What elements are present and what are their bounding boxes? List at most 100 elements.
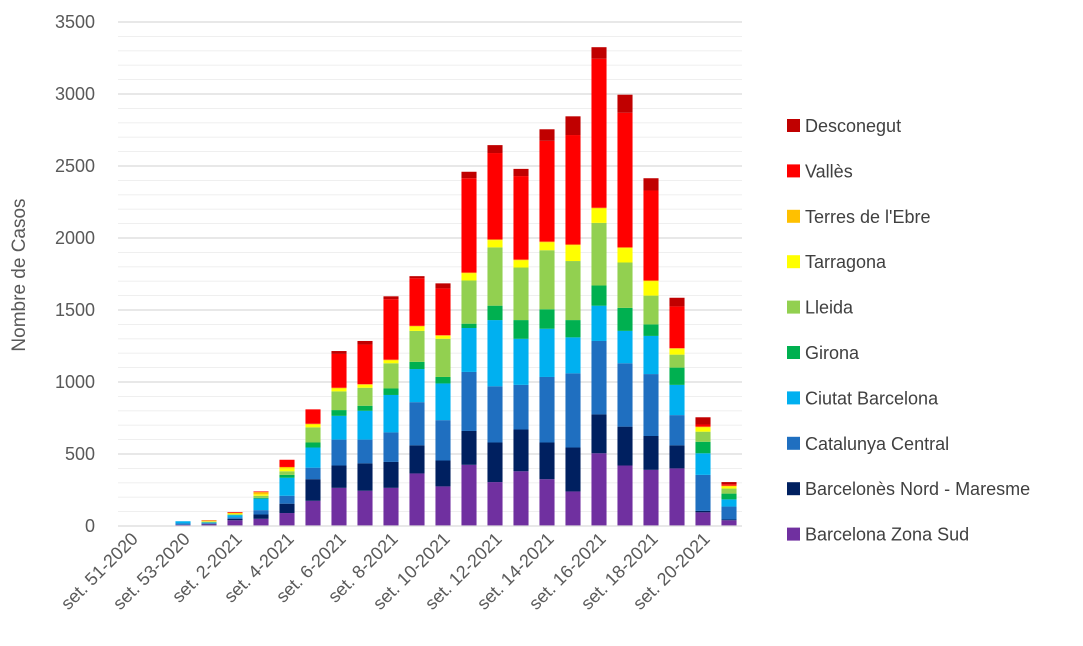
- bar-segment: [357, 384, 373, 385]
- bar-segment: [409, 445, 425, 474]
- bar-segment: [643, 374, 659, 436]
- y-tick-label: 500: [65, 444, 95, 464]
- bar-segment: [487, 247, 503, 306]
- bar-segment: [331, 465, 347, 488]
- bar-segment: [695, 426, 711, 428]
- bar-segment: [617, 426, 633, 466]
- bar-segment: [669, 468, 685, 526]
- bar-segment: [565, 447, 581, 492]
- bar-segment: [669, 384, 685, 416]
- bar-segment: [357, 405, 373, 411]
- y-tick-label: 2000: [55, 228, 95, 248]
- y-axis-title: Nombre de Casos: [9, 198, 30, 351]
- bar-segment: [383, 461, 399, 488]
- bar-segment: [331, 391, 347, 411]
- bar-segment: [669, 445, 685, 469]
- bar-segment: [591, 340, 607, 415]
- bar-segment: [201, 524, 217, 526]
- bar-segment: [513, 338, 529, 385]
- bar-segment: [461, 430, 477, 465]
- bar-segment: [331, 353, 347, 388]
- legend-label: Vallès: [805, 161, 853, 181]
- bar-segment: [253, 518, 269, 526]
- bar-segment: [331, 487, 347, 526]
- bar-segment: [435, 383, 451, 421]
- bar-segment: [357, 410, 373, 440]
- bar-segment: [539, 442, 555, 480]
- bar-segment: [435, 288, 451, 336]
- legend-swatch: [787, 300, 800, 314]
- bar-segment: [461, 280, 477, 324]
- bar-segment: [513, 267, 529, 321]
- bar-segment: [513, 260, 529, 268]
- bar-segment: [513, 320, 529, 339]
- bar-segment: [487, 320, 503, 387]
- bar-segment: [721, 520, 737, 526]
- bar-segment: [435, 420, 451, 461]
- bar-segment: [227, 520, 243, 526]
- bar-segment: [591, 208, 607, 223]
- y-tick-labels: 0 500 1000 1500 2000 2500 3000 3500: [55, 12, 95, 536]
- bar-segment: [617, 112, 633, 248]
- bar-segment: [253, 514, 269, 519]
- bar-segment: [695, 474, 711, 511]
- bar-segment: [721, 488, 737, 494]
- bar-segment: [565, 244, 581, 246]
- bar-segment: [201, 523, 217, 524]
- bar-segment: [695, 424, 711, 427]
- legend-swatch: [787, 391, 800, 405]
- bar-segment: [253, 495, 269, 498]
- bar-segment: [721, 482, 737, 485]
- bar-segment: [513, 384, 529, 430]
- bar-segment: [435, 376, 451, 384]
- bar-segment: [695, 510, 711, 513]
- bar-segment: [591, 222, 607, 286]
- legend-swatch: [787, 255, 800, 269]
- bar-segment: [461, 464, 477, 526]
- bar-segment: [279, 477, 295, 496]
- bar-segment: [279, 471, 295, 475]
- bar-segment: [461, 273, 477, 281]
- legend-swatch: [787, 119, 800, 132]
- bar-segment: [513, 429, 529, 472]
- bar-segment: [669, 415, 685, 446]
- bar-segment: [461, 323, 477, 328]
- bar-segment: [435, 460, 451, 487]
- bar-segment: [435, 338, 451, 377]
- legend-label: Lleida: [805, 298, 854, 318]
- bar-segment: [383, 360, 399, 364]
- bar-segment: [565, 337, 581, 374]
- bar-segment: [253, 498, 269, 511]
- bar-segment: [617, 94, 633, 113]
- legend-label: Ciutat Barcelona: [805, 388, 939, 408]
- bar-segment: [591, 414, 607, 454]
- legend-label: Catalunya Central: [805, 434, 949, 454]
- bar-segment: [539, 129, 555, 141]
- bar-segment: [227, 512, 243, 514]
- bar-segment: [409, 361, 425, 370]
- bar-segment: [487, 153, 503, 240]
- bar-segment: [539, 242, 555, 251]
- bar-segment: [565, 373, 581, 448]
- bar-segment: [435, 283, 451, 289]
- legend-label: Barcelonès Nord - Maresme: [805, 479, 1030, 499]
- bar-segment: [253, 497, 269, 499]
- legend-label: Tarragona: [805, 252, 887, 272]
- bar-segment: [591, 453, 607, 526]
- bar-segment: [279, 468, 295, 472]
- bar-segment: [617, 262, 633, 308]
- bar-segment: [617, 330, 633, 364]
- bar-segment: [383, 487, 399, 526]
- bar-segment: [669, 348, 685, 355]
- bar-segment: [487, 240, 503, 248]
- bar-segment: [305, 467, 321, 480]
- bar-segment: [565, 135, 581, 245]
- bar-segment: [409, 369, 425, 403]
- bar-segment: [279, 513, 295, 526]
- bar-segment: [357, 490, 373, 526]
- bar-segment: [331, 387, 347, 389]
- bar-segment: [331, 415, 347, 440]
- y-tick-label: 1000: [55, 372, 95, 392]
